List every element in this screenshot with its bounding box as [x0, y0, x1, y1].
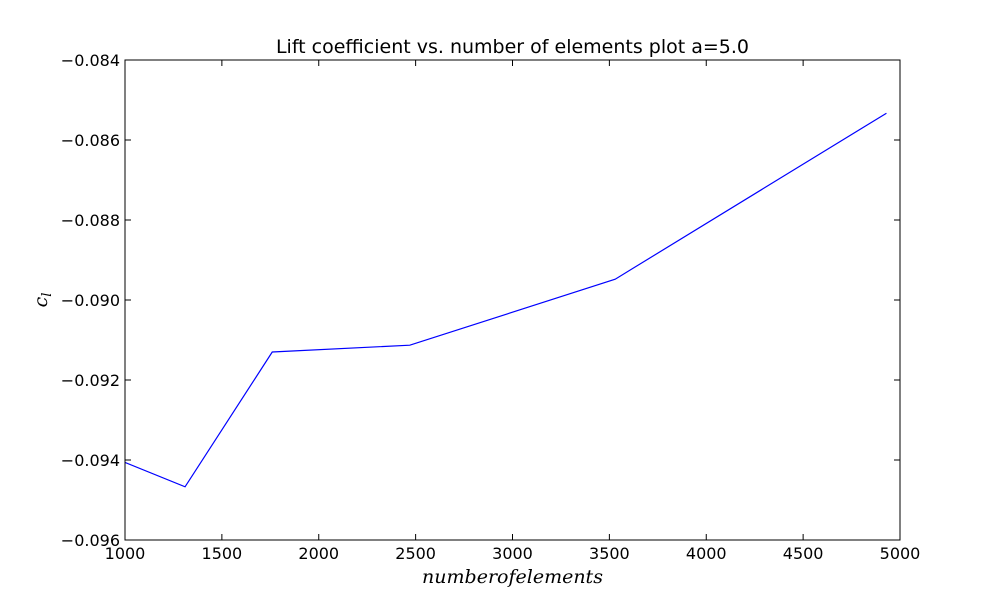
- x-tick-label: 4000: [686, 544, 727, 563]
- x-tick-label: 5000: [880, 544, 921, 563]
- y-tick-label: −0.090: [61, 291, 120, 310]
- chart-title: Lift coefficient vs. number of elements …: [276, 36, 749, 58]
- ticks-layer: 1000 1500 2000 2500 3000 3500 4000 4500 5000 −0.0…: [61, 51, 921, 563]
- y-axis-label-main: c: [30, 296, 52, 307]
- x-axis-label: numberofelements: [422, 566, 603, 588]
- x-tick-label: 2500: [395, 544, 436, 563]
- data-layer: [124, 112, 887, 488]
- x-tick-label: 3000: [492, 544, 533, 563]
- plot-frame: [124, 59, 901, 541]
- y-tick-label: −0.092: [61, 371, 120, 390]
- y-tick-label: −0.088: [61, 211, 120, 230]
- plot-background: [125, 60, 900, 540]
- y-axis-label: cl: [30, 293, 55, 308]
- y-tick-label: −0.086: [61, 131, 120, 150]
- series-line-0: [124, 112, 887, 488]
- x-tick-label: 1500: [202, 544, 243, 563]
- x-tick-label: 1000: [105, 544, 146, 563]
- y-tick-label: −0.084: [61, 51, 120, 70]
- x-tick-label: 4500: [783, 544, 824, 563]
- x-tick-label: 3500: [589, 544, 630, 563]
- y-axis-label-subscript: l: [40, 293, 55, 297]
- y-tick-label: −0.096: [61, 531, 120, 550]
- y-tick-label: −0.094: [61, 451, 120, 470]
- x-tick-label: 2000: [298, 544, 339, 563]
